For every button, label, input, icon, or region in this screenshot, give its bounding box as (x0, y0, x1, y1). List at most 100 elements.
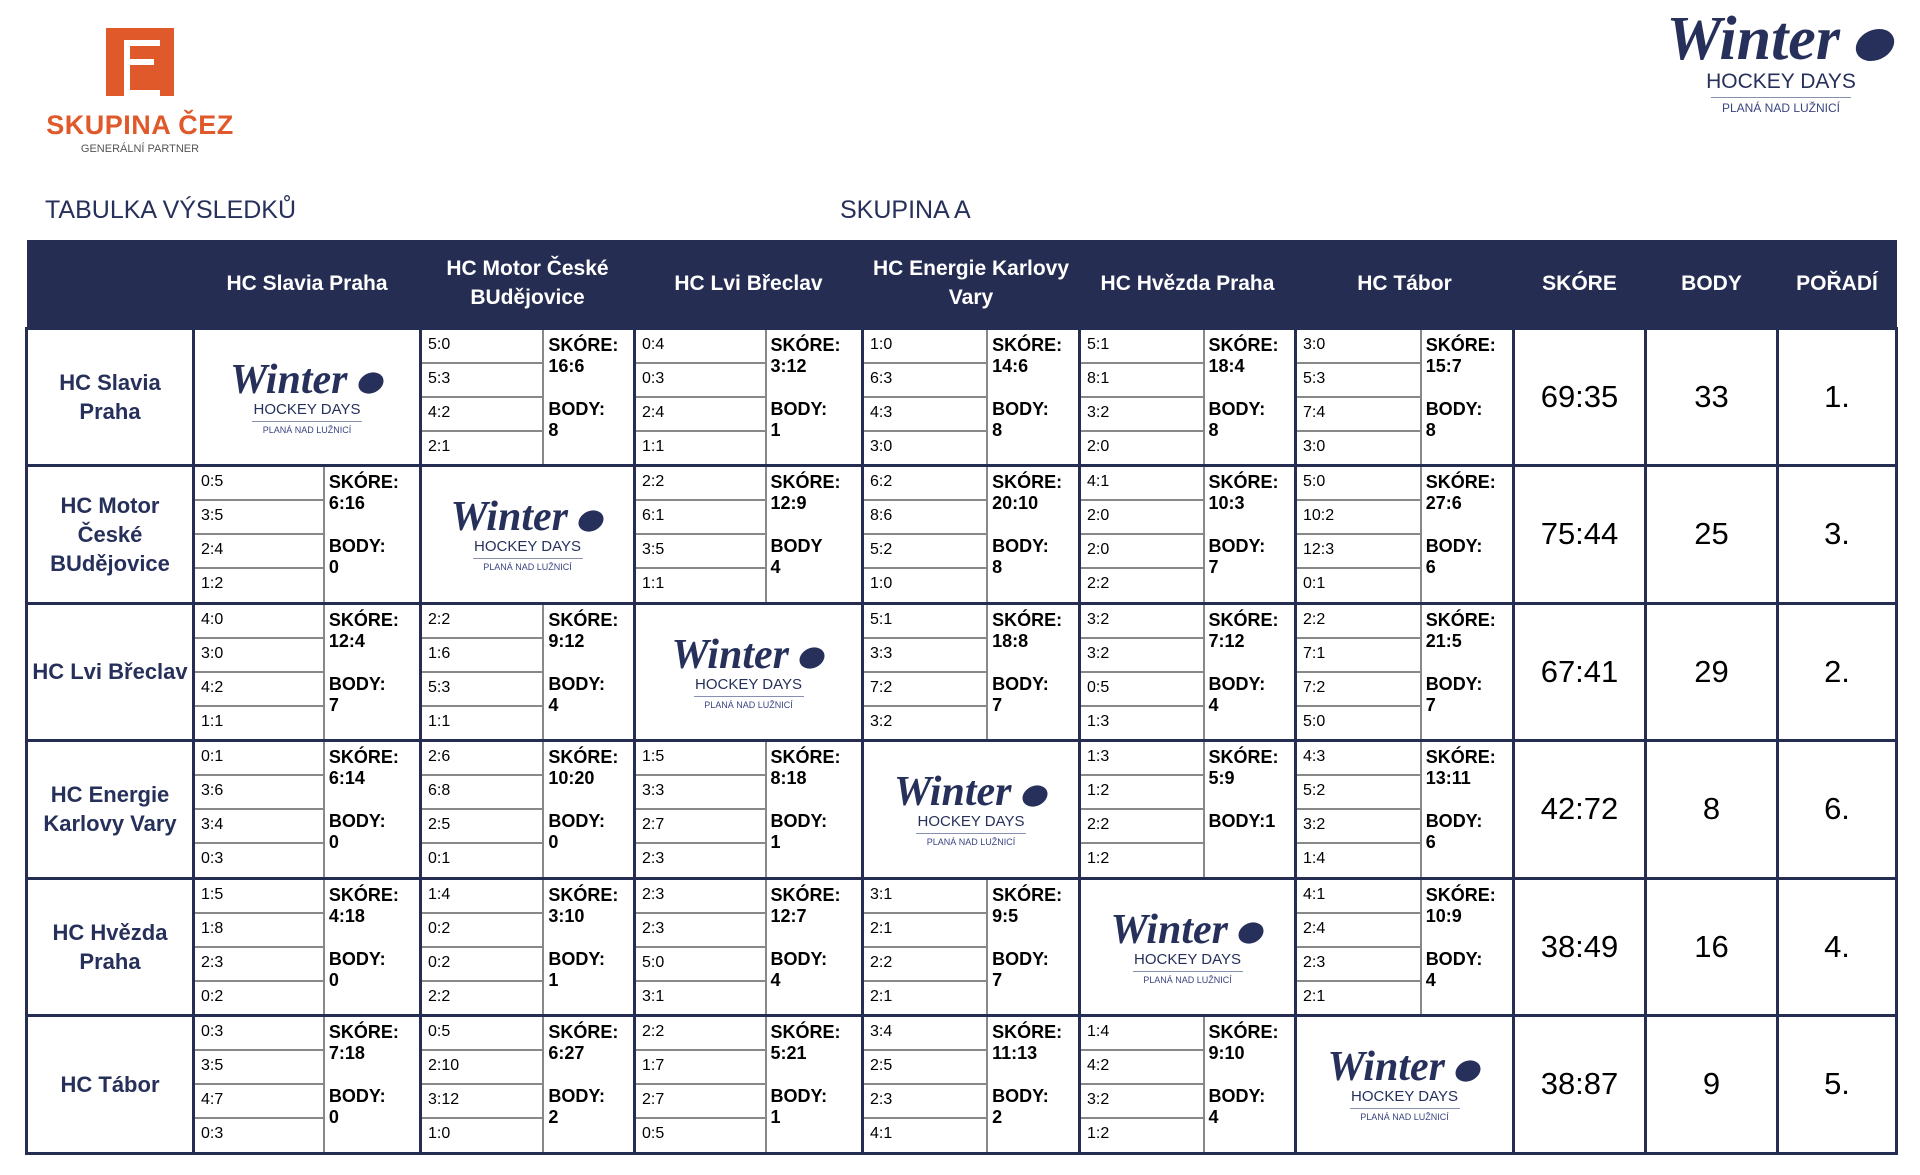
body-value: 6 (1425, 557, 1436, 577)
game-score: 1:4 (1081, 1017, 1203, 1052)
match-cell: 5:0 5:3 4:2 2:1 SKÓRE: 16:6 BODY: 8 (419, 326, 636, 467)
team-name: HC Slavia Praha (25, 326, 195, 467)
group-title: SKUPINA A (840, 196, 971, 224)
game-score: 2:4 (195, 535, 323, 570)
match-cell: 1:5 1:8 2:3 0:2 SKÓRE: 4:18 BODY: 0 (192, 876, 422, 1017)
skore-label: SKÓRE: (1425, 609, 1496, 630)
body-label: BODY: (770, 398, 828, 419)
game-score: 1:7 (636, 1051, 765, 1086)
match-cell: 3:4 2:5 2:3 4:1 SKÓRE: 11:13 BODY: 2 (861, 1014, 1081, 1155)
game-score: 2:2 (428, 987, 451, 1005)
game-score: 4:2 (195, 673, 323, 707)
match-cell: 3:2 3:2 0:5 1:3 SKÓRE: 7:12 BODY: 4 (1078, 601, 1297, 742)
match-cell: 2:2 6:1 3:5 1:1 SKÓRE: 12:9 BODY 4 (633, 464, 864, 605)
game-score: 0:1 (428, 850, 451, 868)
body-label: BODY: (328, 948, 386, 969)
body-label: BODY: (548, 1086, 606, 1106)
game-score: 1:6 (422, 639, 543, 673)
game-score: 3:2 (1081, 639, 1203, 673)
body-label: BODY: (1208, 1086, 1266, 1106)
skore-label: SKÓRE: (992, 472, 1063, 492)
body-value: 6 (1425, 832, 1436, 852)
game-score: 3:4 (864, 1017, 987, 1052)
column-header: HC Tábor (1295, 240, 1514, 328)
sponsor-name: SKUPINA ČEZ (46, 110, 234, 140)
body-label: BODY: (992, 1086, 1049, 1106)
skore-value: 12:9 (770, 493, 807, 513)
puck-icon (575, 506, 608, 536)
skore-label: SKÓRE: (992, 1022, 1063, 1042)
match-cell: 4:3 5:2 3:2 1:4 SKÓRE: 13:11 BODY: 6 (1294, 739, 1515, 880)
poradi: 5. (1776, 1014, 1898, 1155)
skore-value: 11:13 (992, 1043, 1038, 1063)
skore-value: 15:7 (1425, 355, 1462, 376)
body-value: 1 (770, 419, 781, 440)
logo-word: Winter (894, 769, 1012, 816)
game-score: 2:3 (636, 880, 765, 914)
game-score: 1:1 (642, 575, 665, 593)
body-label: BODY: (770, 948, 828, 969)
skore-label: SKÓRE: (992, 334, 1063, 355)
team-name: HC Tábor (25, 1014, 195, 1155)
skore-value: 5:21 (770, 1043, 807, 1063)
body-value: 1 (770, 832, 781, 852)
match-cell: 0:4 0:3 2:4 1:1 SKÓRE: 3:12 BODY: 1 (633, 326, 864, 467)
skore-label: SKÓRE: (1208, 609, 1279, 630)
skore-value: 16:6 (548, 355, 585, 376)
match-cell: 4:1 2:4 2:3 2:1 SKÓRE: 10:9 BODY: 4 (1294, 876, 1515, 1017)
game-score: 3:4 (195, 810, 323, 845)
event-logo: Winter HOCKEY DAYS PLANÁ NAD LUŽNICÍ (1081, 909, 1294, 985)
skore-label: SKÓRE: (1425, 472, 1496, 492)
body-label: BODY: (992, 536, 1049, 556)
game-score: 1:3 (1081, 742, 1203, 777)
game-score: 3:0 (195, 639, 323, 673)
column-header: HC Energie Karlovy Vary (862, 240, 1080, 328)
skore-label: SKÓRE: (548, 1022, 619, 1042)
body-value: 7 (328, 694, 339, 715)
game-score: 1:4 (422, 880, 543, 914)
skore-label: SKÓRE: (1425, 884, 1496, 905)
logo-location: PLANÁ NAD LUŽNICÍ (1360, 1112, 1449, 1123)
body-value: 0 (548, 832, 559, 852)
game-score: 5:0 (422, 330, 543, 364)
body-label: BODY: (548, 948, 606, 969)
body-value: 4 (548, 694, 559, 715)
game-score: 5:1 (1081, 330, 1203, 364)
skore-value: 21:5 (1425, 630, 1462, 651)
body-label: BODY: (1425, 398, 1483, 419)
game-score: 4:2 (1081, 1051, 1203, 1086)
skore-value: 10:20 (548, 768, 595, 788)
self-match-cell: Winter HOCKEY DAYS PLANÁ NAD LUŽNICÍ (419, 464, 636, 605)
puck-icon (796, 643, 829, 673)
poradi: 1. (1776, 326, 1898, 467)
logo-location: PLANÁ NAD LUŽNICÍ (926, 837, 1016, 848)
logo-location: PLANÁ NAD LUŽNICÍ (1721, 101, 1841, 115)
game-score: 2:10 (422, 1051, 543, 1086)
logo-word: Winter (1666, 5, 1840, 73)
skore-label: SKÓRE: (1425, 334, 1496, 355)
body-value: 4 (1208, 1107, 1219, 1127)
skore-value: 9:12 (548, 630, 585, 651)
game-score: 0:5 (195, 467, 323, 502)
self-match-cell: Winter HOCKEY DAYS PLANÁ NAD LUŽNICÍ (633, 601, 864, 742)
sponsor-logo: SKUPINA ČEZ GENERÁLNÍ PARTNER (40, 28, 240, 155)
match-cell: 1:4 0:2 0:2 2:2 SKÓRE: 3:10 BODY: 1 (419, 876, 636, 1017)
skore-value: 5:9 (1208, 768, 1235, 788)
game-score: 3:5 (195, 1051, 323, 1086)
game-score: 1:2 (201, 575, 224, 593)
match-cell: 2:6 6:8 2:5 0:1 SKÓRE: 10:20 BODY: 0 (419, 739, 636, 880)
skore-label: SKÓRE: (992, 884, 1063, 905)
game-score: 2:6 (422, 742, 543, 777)
logo-subtitle: HOCKEY DAYS (474, 538, 581, 556)
game-score: 3:0 (1303, 437, 1326, 455)
puck-icon (1452, 1056, 1485, 1086)
game-score: 2:5 (864, 1051, 987, 1086)
poradi: 2. (1776, 601, 1898, 742)
game-score: 3:2 (870, 712, 893, 730)
page-title: TABULKA VÝSLEDKŮ (45, 196, 297, 224)
game-score: 7:2 (864, 673, 987, 707)
team-name: HC Lvi Břeclav (25, 601, 195, 742)
poradi: 6. (1776, 739, 1898, 880)
table-row: HC Tábor 0:3 3:5 4:7 0:3 SKÓRE: 7:18 BODY: 0 0:5 2… (25, 1014, 1898, 1155)
body-value: 8 (992, 419, 1003, 440)
